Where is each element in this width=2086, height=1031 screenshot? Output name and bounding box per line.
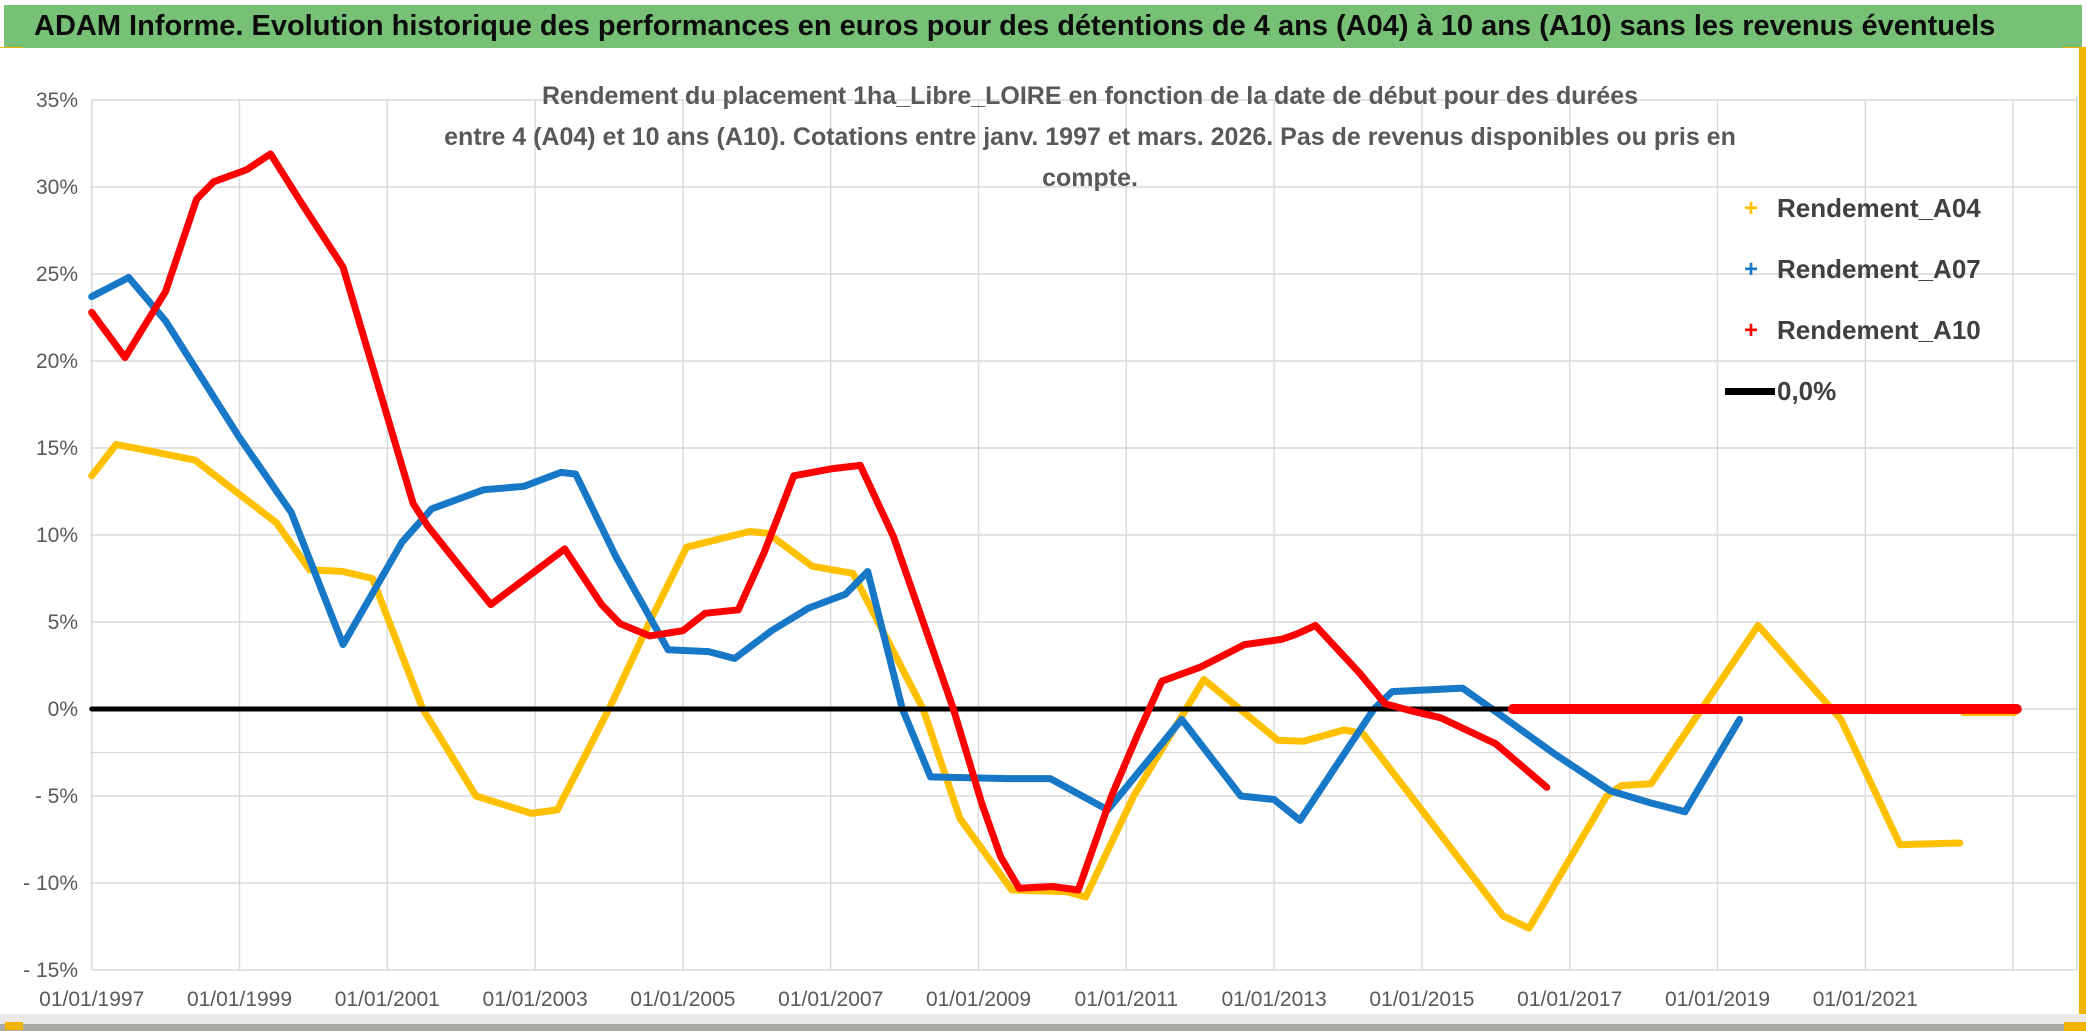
y-tick-label: 20% <box>36 350 78 373</box>
legend-label: 0,0% <box>1777 376 1837 406</box>
y-tick-label: - 15% <box>23 959 78 982</box>
x-tick-label: 01/01/1997 <box>39 988 144 1011</box>
x-tick-label: 01/01/2011 <box>1075 988 1179 1011</box>
legend-item-1: + Rendement_A07 <box>1725 239 2055 300</box>
accent-right-edge <box>2079 47 2086 1031</box>
x-tick-label: 01/01/1999 <box>187 988 292 1011</box>
x-tick-label: 01/01/2007 <box>778 988 883 1011</box>
x-tick-label: 01/01/2003 <box>483 988 588 1011</box>
legend: + Rendement_A04 + Rendement_A07 + Rendement_A… <box>1725 178 2055 422</box>
y-tick-label: 0% <box>48 698 78 721</box>
y-tick-label: 30% <box>36 176 78 199</box>
legend-item-0: + Rendement_A04 <box>1725 178 2055 239</box>
y-tick-label: - 10% <box>23 872 78 895</box>
page-title: ADAM Informe. Evolution historique des p… <box>4 5 2082 48</box>
chart-title-line2: entre 4 (A04) et 10 ans (A10). Cotations… <box>444 123 1736 192</box>
y-tick-label: 10% <box>36 524 78 547</box>
legend-item-2: + Rendement_A10 <box>1725 300 2055 361</box>
y-tick-label: 5% <box>48 611 78 634</box>
legend-plus-marker-icon: + <box>1743 316 1758 344</box>
legend-item-3: 0,0% <box>1725 361 2055 422</box>
y-tick-label: 15% <box>36 437 78 460</box>
y-tick-label: 25% <box>36 263 78 286</box>
legend-plus-marker-icon: + <box>1743 255 1758 283</box>
chart-title-line1: Rendement du placement 1ha_Libre_LOIRE e… <box>541 82 1639 110</box>
series-Rendement_A07 <box>88 274 1744 824</box>
bottom-strip-dark <box>0 1024 2086 1031</box>
y-tick-label: 35% <box>36 89 78 112</box>
x-tick-label: 01/01/2017 <box>1517 988 1622 1011</box>
bottom-strip-light <box>0 1014 2086 1024</box>
legend-label: Rendement_A04 <box>1777 193 1981 223</box>
x-tick-label: 01/01/2019 <box>1665 988 1770 1011</box>
series-Rendement_A04 <box>88 441 1964 932</box>
x-tick-label: 01/01/2013 <box>1222 988 1327 1011</box>
y-tick-label: - 5% <box>35 785 78 808</box>
legend-label: Rendement_A10 <box>1777 315 1981 345</box>
chart-container: 35% 30% 25% 20% 15% 10% 5% 0% - 5% - 10% - 15% 01/0… <box>0 48 2079 1014</box>
chart-title: Rendement du placement 1ha_Libre_LOIRE e… <box>440 76 1740 199</box>
x-tick-label: 01/01/2009 <box>926 988 1031 1011</box>
x-tick-label: 01/01/2001 <box>335 988 440 1011</box>
accent-bottom-left <box>5 1022 23 1030</box>
series-Rendement_A10 <box>88 150 1551 894</box>
x-tick-label: 01/01/2005 <box>630 988 735 1011</box>
accent-bottom-right <box>2064 1022 2086 1031</box>
chart-plot: 35% 30% 25% 20% 15% 10% 5% 0% - 5% - 10% - 15% 01/0… <box>23 89 2078 1011</box>
legend-plus-marker-icon: + <box>1743 194 1758 222</box>
x-tick-label: 01/01/2021 <box>1813 988 1918 1011</box>
legend-label: Rendement_A07 <box>1777 254 1981 284</box>
legend-line-marker-icon <box>1725 388 1775 395</box>
x-tick-label: 01/01/2015 <box>1369 988 1474 1011</box>
